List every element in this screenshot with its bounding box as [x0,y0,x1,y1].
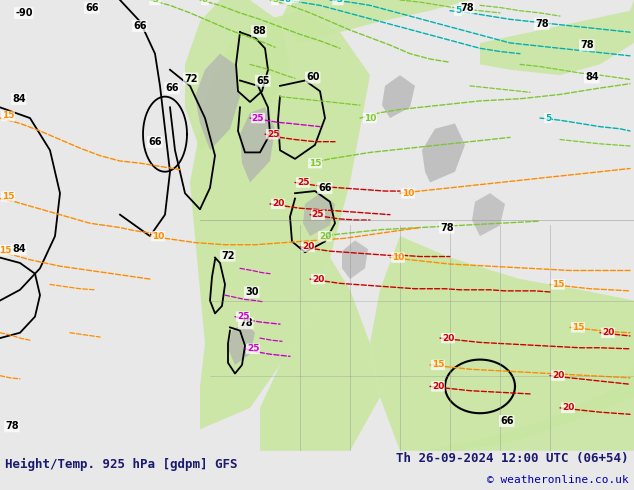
Text: 5: 5 [545,114,551,122]
Text: 88: 88 [252,26,266,36]
Text: 78: 78 [239,318,252,328]
Text: 15: 15 [2,111,14,121]
Polygon shape [240,107,275,182]
Text: 84: 84 [12,94,25,104]
Text: -5: -5 [150,0,160,4]
Polygon shape [480,0,634,75]
Text: 25: 25 [267,130,279,139]
Text: 15: 15 [0,245,11,255]
Text: 65: 65 [256,76,269,86]
Text: 66: 66 [148,137,162,147]
Text: 84: 84 [12,244,25,254]
Text: Th 26-09-2024 12:00 UTC (06+54): Th 26-09-2024 12:00 UTC (06+54) [396,452,629,466]
Polygon shape [472,193,505,236]
Text: 78: 78 [5,421,18,431]
Polygon shape [260,258,380,451]
Polygon shape [350,365,634,451]
Text: 78: 78 [460,3,474,13]
Text: 20: 20 [442,334,454,343]
Polygon shape [370,236,634,451]
Text: 66: 66 [500,416,514,426]
Text: 10: 10 [402,189,414,197]
Text: -5: -5 [333,0,343,4]
Polygon shape [342,241,368,279]
Polygon shape [382,75,415,118]
Text: 15: 15 [552,280,564,289]
Text: 72: 72 [184,74,198,84]
Text: Height/Temp. 925 hPa [gdpm] GFS: Height/Temp. 925 hPa [gdpm] GFS [5,458,238,471]
Polygon shape [190,11,370,429]
Text: 15: 15 [572,323,585,332]
Text: 20: 20 [602,328,614,337]
Text: 66: 66 [133,21,146,31]
Text: © weatheronline.co.uk: © weatheronline.co.uk [488,475,629,485]
Text: -90: -90 [15,8,32,18]
Text: 25: 25 [236,312,249,321]
Text: 15: 15 [2,192,14,201]
Text: 20: 20 [272,199,284,208]
Text: 66: 66 [85,3,98,13]
Text: 66: 66 [165,83,179,93]
Text: 66: 66 [318,183,332,193]
Text: 78: 78 [535,19,548,29]
Text: 60: 60 [306,73,320,82]
Text: 25: 25 [247,344,259,353]
Polygon shape [422,123,465,182]
Text: 72: 72 [285,0,299,2]
Polygon shape [185,0,290,150]
Text: 20: 20 [552,371,564,380]
Text: 25: 25 [252,114,264,122]
Text: 15: 15 [432,361,444,369]
Text: 78: 78 [440,223,453,233]
Text: 84: 84 [585,73,598,82]
Polygon shape [228,322,255,365]
Text: 10: 10 [152,232,164,241]
Text: 72: 72 [221,251,235,261]
Text: 0: 0 [285,0,291,4]
Text: 5: 5 [272,0,278,4]
Polygon shape [195,54,240,150]
Text: 78: 78 [580,40,593,50]
Polygon shape [303,193,335,236]
Text: 5: 5 [455,6,461,15]
Text: 25: 25 [312,210,324,219]
Text: 15: 15 [309,159,321,168]
Text: 20: 20 [319,232,331,241]
Text: 25: 25 [297,178,309,187]
Text: 20: 20 [562,403,574,413]
Text: 20: 20 [432,382,444,391]
Text: 20: 20 [302,243,314,251]
Text: 10: 10 [392,253,404,262]
Polygon shape [280,0,470,43]
Text: 30: 30 [245,287,259,297]
Text: 20: 20 [312,274,324,284]
Text: 0: 0 [202,0,208,4]
Text: 10: 10 [364,114,376,122]
